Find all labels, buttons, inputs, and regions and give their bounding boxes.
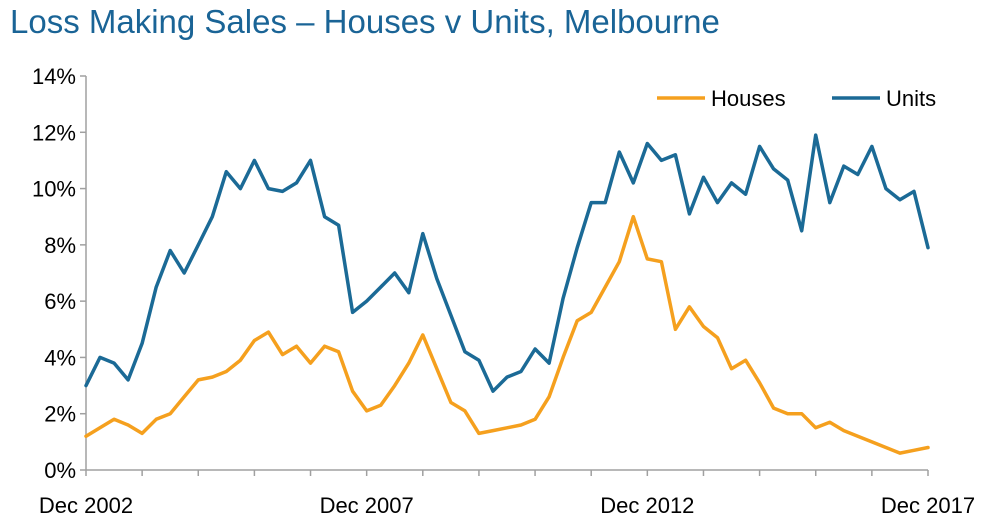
x-tick-label: Dec 2017	[881, 493, 975, 518]
x-tick-label: Dec 2012	[600, 493, 694, 518]
series-line-houses	[84, 214, 930, 455]
y-tick-label: 6%	[44, 289, 76, 314]
series-lines	[84, 133, 930, 455]
series-line-units	[84, 133, 930, 393]
legend-label-units: Units	[886, 86, 936, 111]
x-tick-label: Dec 2007	[320, 493, 414, 518]
axes: 0% 2% 4% 6% 8% 10% 12% 14% Dec 2002 Dec 2007 Dec 2…	[32, 64, 975, 518]
x-tick-label: Dec 2002	[39, 493, 133, 518]
y-tick-label: 12%	[32, 120, 76, 145]
y-tick-label: 8%	[44, 233, 76, 258]
legend-label-houses: Houses	[711, 86, 786, 111]
chart-title: Loss Making Sales – Houses v Units, Melb…	[10, 3, 720, 40]
y-tick-label: 10%	[32, 177, 76, 202]
legend: Houses Units	[657, 86, 936, 111]
y-tick-label: 4%	[44, 345, 76, 370]
y-tick-label: 0%	[44, 458, 76, 483]
y-tick-label: 14%	[32, 64, 76, 89]
y-tick-label: 2%	[44, 402, 76, 427]
